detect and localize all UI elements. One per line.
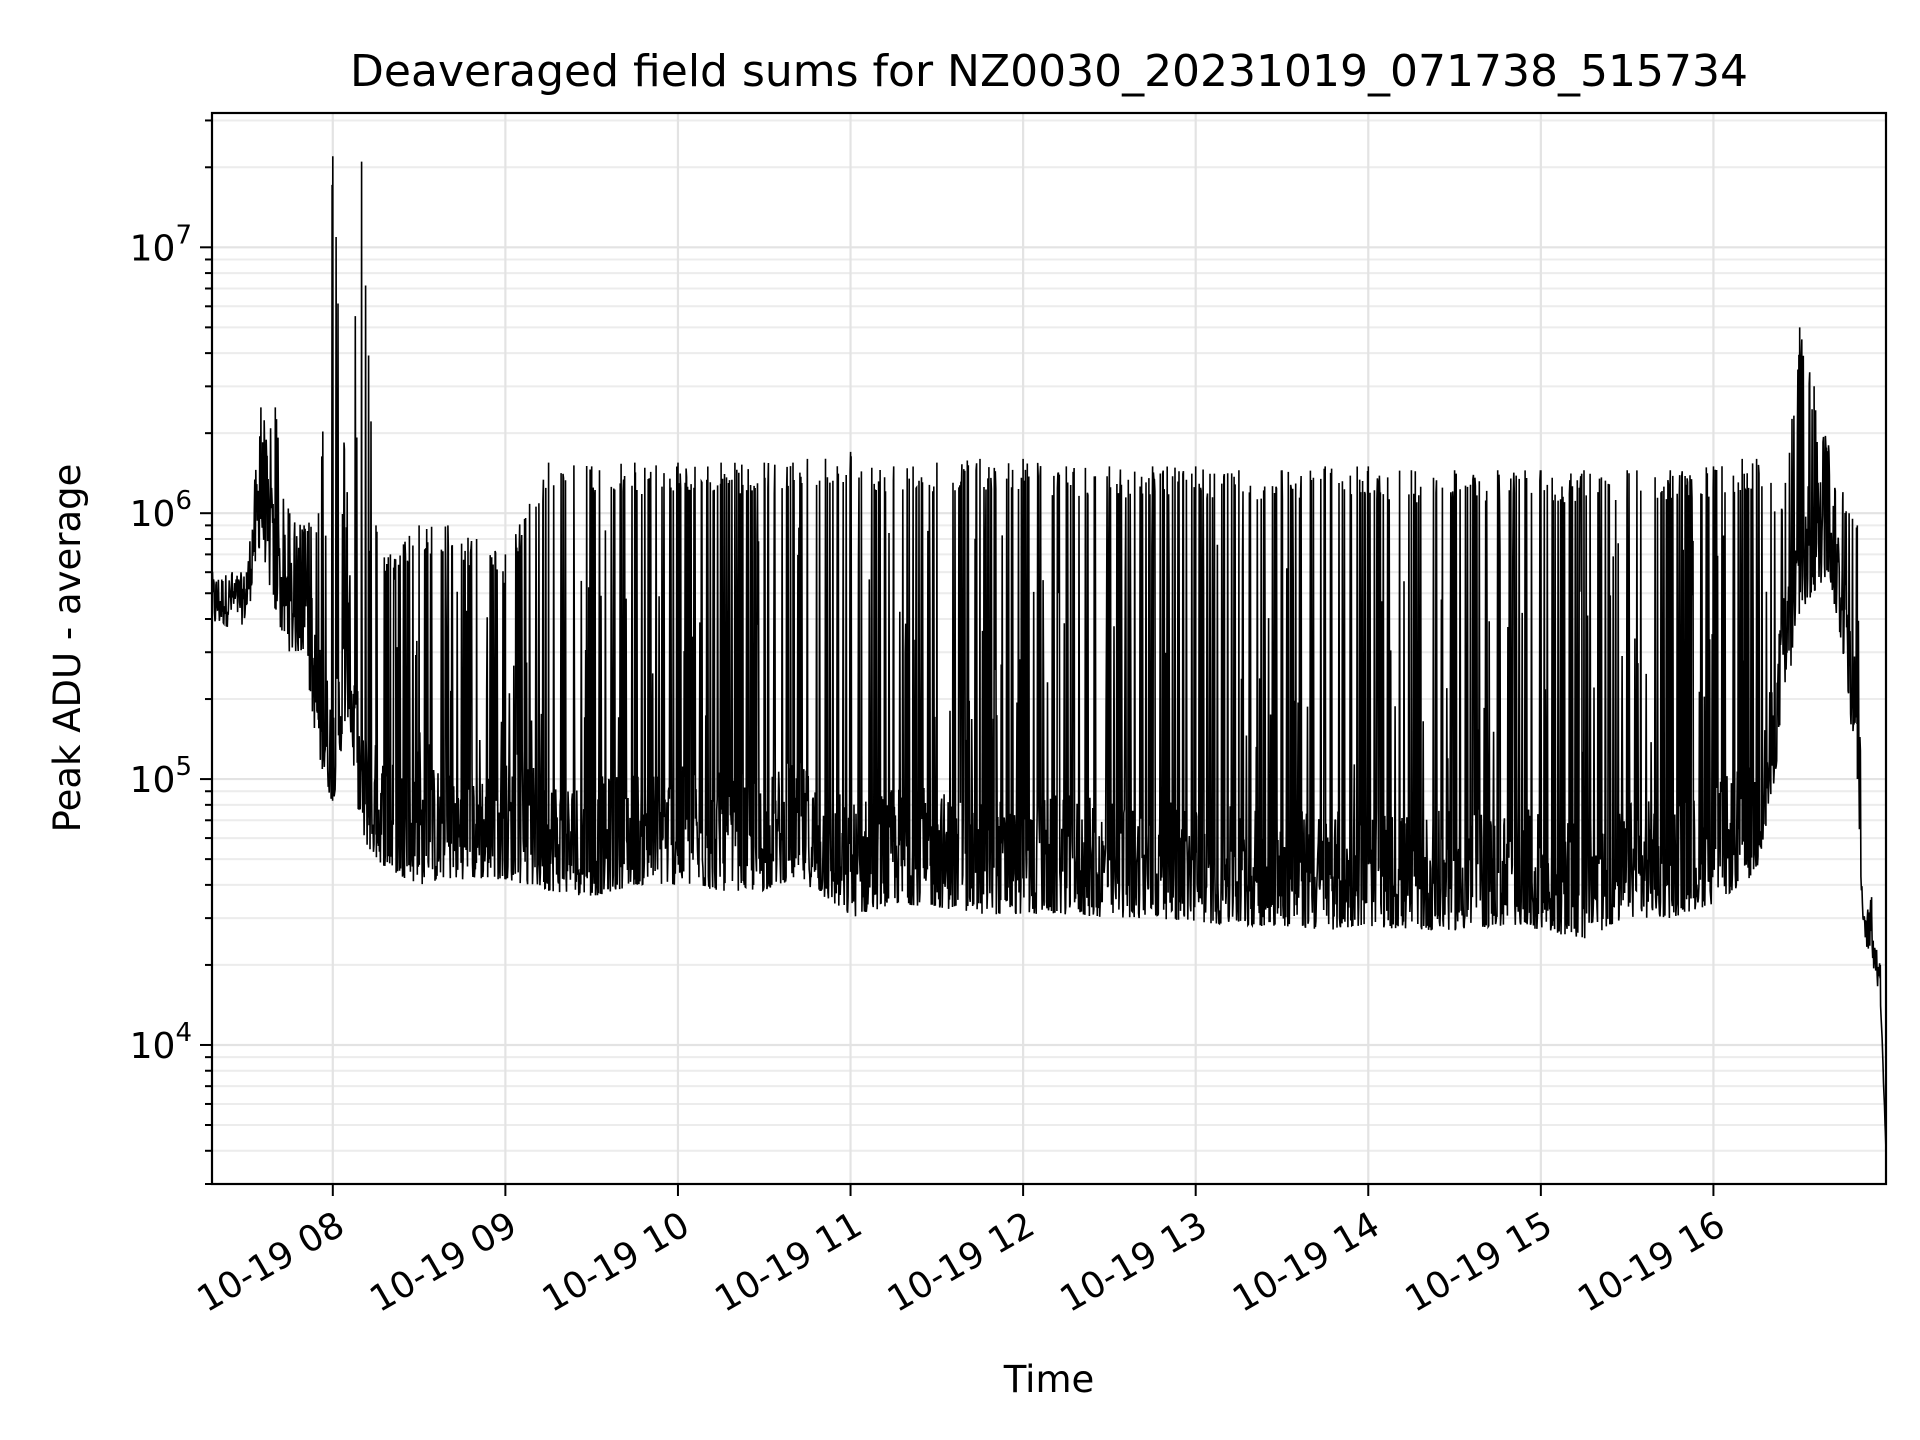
y-tick-label: 105 <box>130 752 192 801</box>
y-axis: 104 105 106 107 <box>130 119 212 1185</box>
series-line <box>212 156 1886 1151</box>
major-gridlines <box>212 113 1886 1184</box>
chart-title: Deaveraged field sums for NZ0030_2023101… <box>350 46 1748 97</box>
y-tick-label: 104 <box>130 1018 192 1067</box>
y-axis-label: Peak ADU - average <box>46 464 89 833</box>
y-tick-label: 107 <box>130 220 192 269</box>
series-layer <box>212 156 1886 1151</box>
x-axis-label: Time <box>1003 1358 1095 1401</box>
plot-frame <box>210 111 1888 1186</box>
y-tick-label: 106 <box>130 486 192 535</box>
